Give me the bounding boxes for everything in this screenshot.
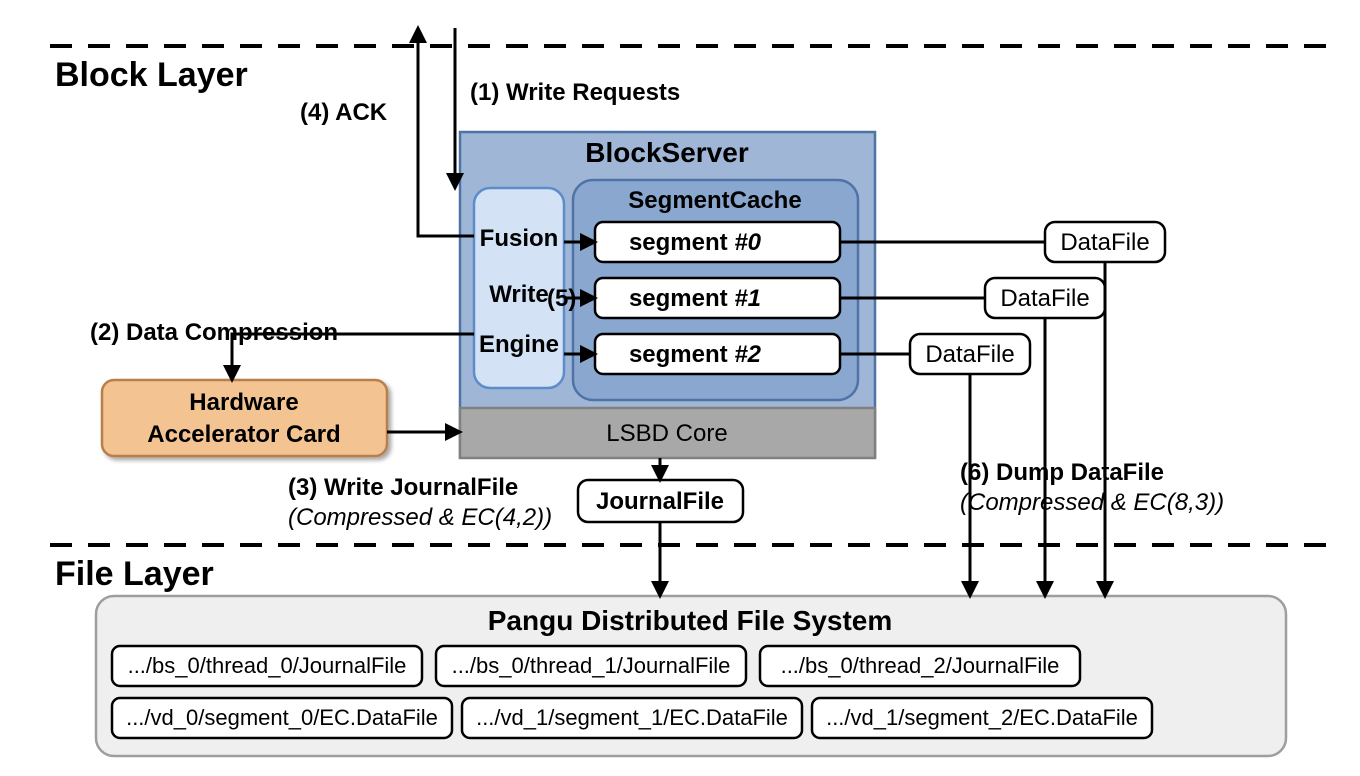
block-layer-title: Block Layer <box>55 56 248 94</box>
segment-1-label: segment #1 <box>629 285 761 312</box>
pangu-title: Pangu Distributed File System <box>488 605 893 636</box>
pangu-file-2-label: .../bs_0/thread_2/JournalFile <box>781 653 1060 678</box>
accelerator-label-2: Accelerator Card <box>147 421 340 448</box>
pangu-file-5-label: .../vd_1/segment_2/EC.DataFile <box>826 705 1138 730</box>
journalfile-label: JournalFile <box>596 488 724 515</box>
lsbd-core-label: LSBD Core <box>606 420 727 447</box>
pangu-file-3-label: .../vd_0/segment_0/EC.DataFile <box>126 705 438 730</box>
segment-cache-title: SegmentCache <box>628 187 801 214</box>
datafile-1-label: DataFile <box>1000 285 1089 312</box>
segment-0-label: segment #0 <box>629 229 762 256</box>
pangu-file-1-label: .../bs_0/thread_1/JournalFile <box>452 653 731 678</box>
file-layer-title: File Layer <box>55 555 214 593</box>
annot-4: (4) ACK <box>300 99 388 126</box>
annot-5: (5) <box>547 285 576 312</box>
pangu-file-4-label: .../vd_1/segment_1/EC.DataFile <box>476 705 788 730</box>
blockserver-title: BlockServer <box>585 137 749 168</box>
datafile-2-label: DataFile <box>925 341 1014 368</box>
pangu-file-0-label: .../bs_0/thread_0/JournalFile <box>128 653 407 678</box>
annot-3b: (Compressed & EC(4,2)) <box>288 504 552 531</box>
annot-2: (2) Data Compression <box>90 319 338 346</box>
datafile-0-label: DataFile <box>1060 229 1149 256</box>
engine-label-1: Fusion <box>480 225 559 252</box>
annot-6b: (Compressed & EC(8,3)) <box>960 489 1224 516</box>
accelerator-label-1: Hardware <box>189 389 298 416</box>
engine-label-3: Engine <box>479 331 559 358</box>
segment-2-label: segment #2 <box>629 341 762 368</box>
annot-6: (6) Dump DataFile <box>960 459 1164 486</box>
annot-1: (1) Write Requests <box>470 79 680 106</box>
engine-label-2: Write <box>489 281 549 308</box>
annot-3: (3) Write JournalFile <box>288 474 518 501</box>
